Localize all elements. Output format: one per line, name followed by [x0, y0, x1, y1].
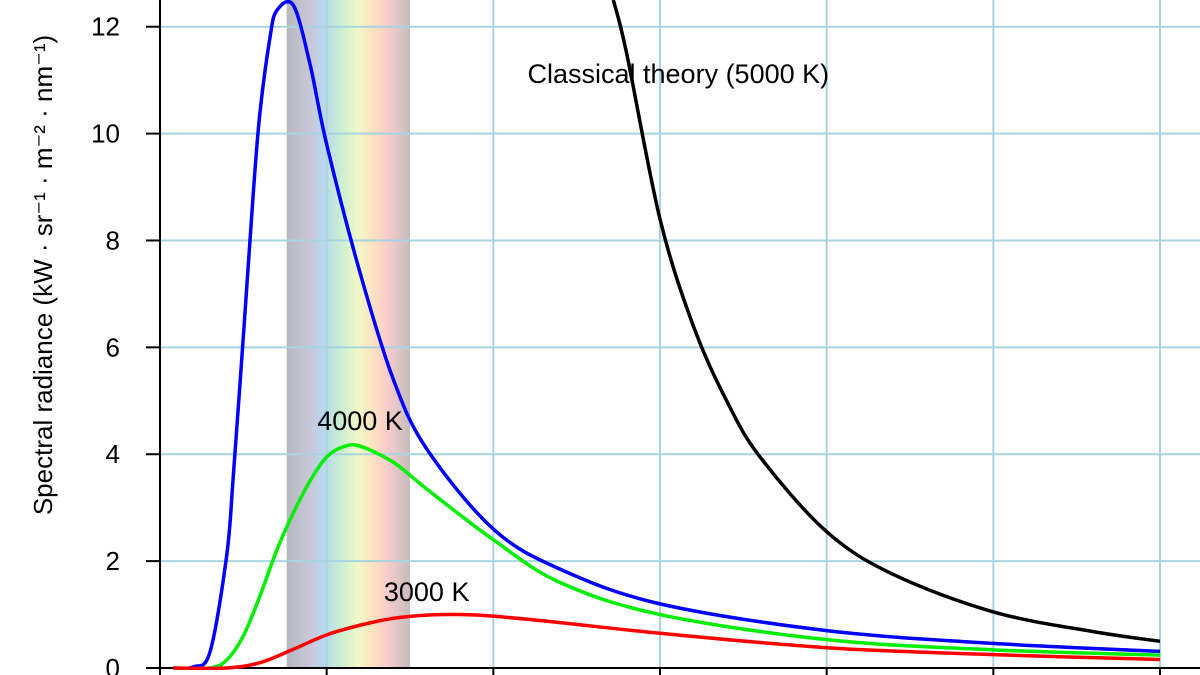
series-annotation: Classical theory (5000 K)	[528, 59, 830, 89]
series-line-t3000	[173, 612, 1161, 670]
series-line-t5000	[173, 0, 1161, 670]
y-tick-label: 0	[106, 653, 120, 675]
y-tick-label: 10	[91, 119, 120, 149]
series-line-classical	[611, 0, 1161, 644]
y-tick-label: 6	[106, 332, 120, 362]
series-lines	[173, 0, 1161, 670]
annotations: Classical theory (5000 K) 4000 K 3000 K	[317, 59, 829, 607]
y-tick-label: 2	[106, 546, 120, 576]
y-tick-label: 8	[106, 225, 120, 255]
y-tick-label: 4	[106, 439, 120, 469]
y-tick-label: 12	[91, 12, 120, 42]
series-annotation: 3000 K	[384, 577, 470, 607]
visible-light-band	[286, 0, 410, 668]
grid	[160, 0, 1200, 668]
axes: 0 2 4 6 8 10 12	[91, 0, 1200, 675]
series-line-t4000	[173, 443, 1161, 670]
y-axis-label: Spectral radiance (kW · sr⁻¹ · m⁻² · nm⁻…	[28, 35, 58, 515]
series-annotation: 4000 K	[317, 406, 403, 436]
